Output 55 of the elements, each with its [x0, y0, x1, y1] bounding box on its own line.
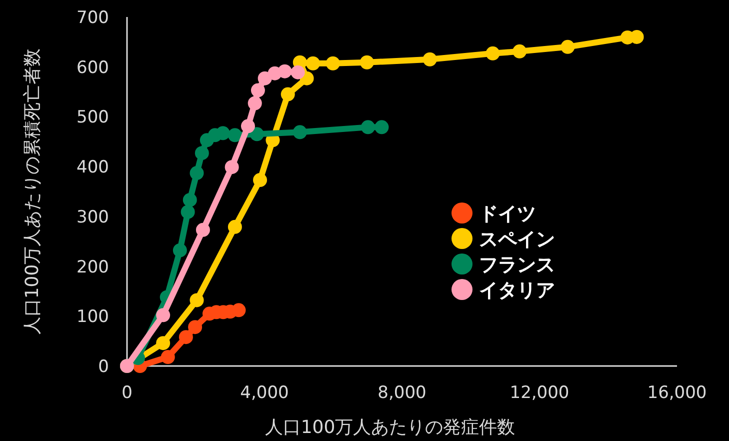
- x-tick-label: 4,000: [240, 383, 289, 403]
- point: [188, 320, 202, 334]
- point: [228, 128, 242, 142]
- point: [180, 204, 195, 219]
- point: [280, 87, 295, 102]
- point: [486, 46, 500, 60]
- x-tick-label: 12,000: [510, 383, 570, 403]
- point: [224, 160, 239, 174]
- point: [630, 30, 644, 44]
- point: [182, 192, 197, 207]
- legend-label: イタリア: [479, 280, 555, 302]
- point: [160, 350, 175, 364]
- point: [512, 44, 527, 58]
- point: [172, 243, 187, 258]
- point: [178, 330, 193, 344]
- point: [216, 126, 230, 140]
- legend-label: スペイン: [479, 228, 555, 250]
- legend-label: ドイツ: [479, 203, 536, 225]
- y-tick-label: 0: [98, 357, 109, 377]
- point: [422, 52, 437, 66]
- point: [560, 40, 575, 54]
- point: [292, 125, 307, 140]
- point: [250, 127, 264, 142]
- y-tick-label: 600: [76, 58, 109, 78]
- point: [194, 146, 209, 160]
- point: [232, 303, 246, 318]
- point: [190, 293, 204, 308]
- y-tick-label: 700: [76, 8, 109, 28]
- x-tick-label: 16,000: [647, 383, 707, 403]
- y-tick-label: 200: [76, 257, 109, 278]
- point: [156, 336, 170, 350]
- point: [250, 83, 265, 98]
- y-tick-label: 400: [76, 158, 109, 178]
- point: [156, 308, 170, 322]
- y-tick-label: 300: [76, 207, 109, 228]
- point: [290, 65, 305, 80]
- point: [278, 64, 292, 78]
- point: [360, 120, 375, 134]
- point: [196, 222, 210, 237]
- point: [253, 173, 268, 188]
- x-tick-label: 8,000: [378, 383, 426, 403]
- point: [360, 55, 374, 70]
- point: [248, 96, 262, 110]
- x-axis-title: 人口100万人あたりの発症件数: [264, 417, 516, 438]
- y-tick-label: 500: [76, 108, 109, 128]
- point: [306, 56, 320, 70]
- point: [326, 56, 340, 70]
- point: [374, 120, 389, 134]
- point: [228, 220, 242, 234]
- point: [241, 119, 255, 134]
- x-tick-label: 0: [122, 383, 132, 403]
- y-tick-label: 100: [76, 307, 109, 328]
- y-axis-title: 人口100万人あたりの累積死亡者数: [22, 48, 43, 335]
- legend-label: フランス: [479, 254, 555, 276]
- point: [190, 166, 204, 180]
